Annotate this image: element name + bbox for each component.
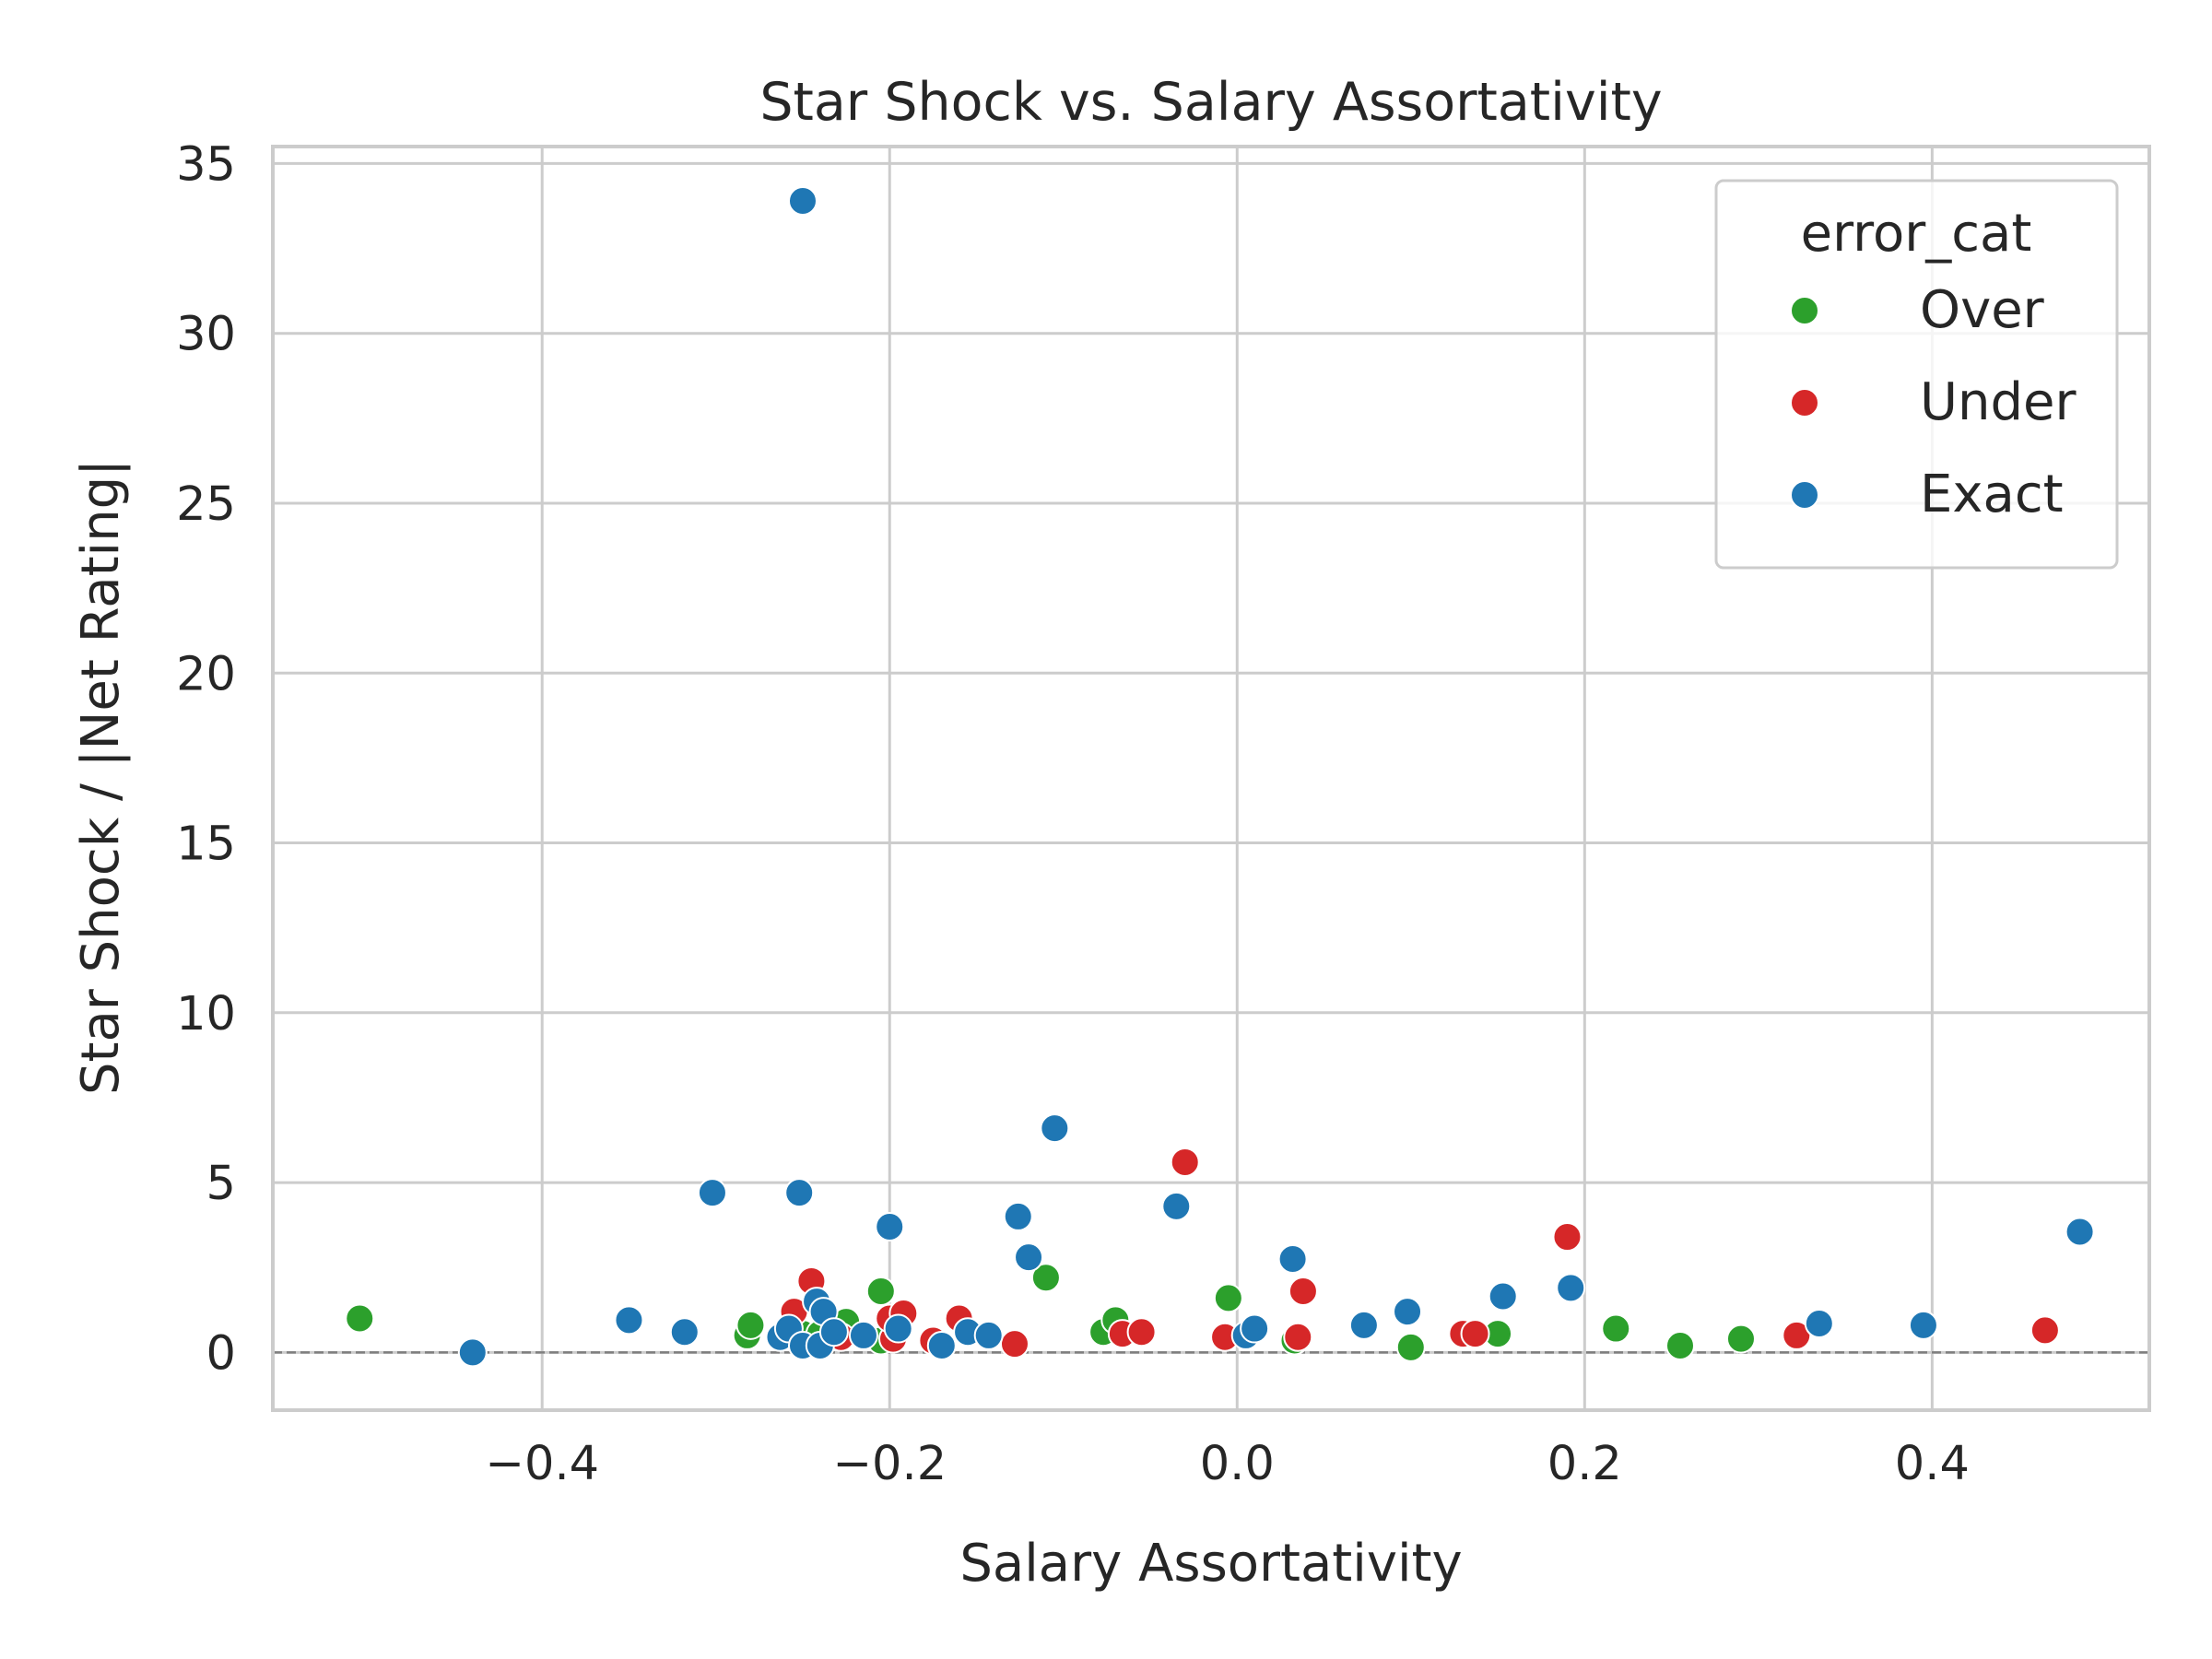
data-point-under [1126,1317,1157,1347]
data-point-exact [973,1320,1004,1350]
data-point-exact [1277,1243,1308,1274]
data-point-over [1725,1324,1756,1354]
x-axis-title: Salary Assortativity [959,1534,1462,1594]
data-point-under [1782,1320,1812,1350]
legend-label-over: Over [1920,280,2045,340]
data-point-exact [818,1317,849,1347]
y-tick-label: 30 [176,308,236,362]
data-point-exact [926,1330,957,1360]
data-point-under [1170,1147,1200,1177]
y-tick-labels: 0 5 10 15 20 25 30 35 [176,137,236,1381]
data-point-exact [1556,1273,1586,1303]
legend-marker-exact [1790,480,1819,510]
data-point-over [1665,1330,1695,1360]
data-point-exact [1240,1313,1270,1344]
points-layer [345,185,2095,1368]
y-tick-label: 35 [176,137,236,192]
data-point-exact [1348,1310,1379,1340]
data-point-over [865,1277,896,1307]
data-point-under [1288,1277,1318,1307]
x-tick-label: 0.4 [1895,1437,1970,1491]
data-point-exact [1003,1201,1033,1231]
data-point-over [735,1310,766,1340]
legend-box [1714,179,2119,570]
x-tick-label: −0.4 [485,1437,599,1491]
x-tick-label: 0.2 [1547,1437,1622,1491]
data-point-exact [883,1313,913,1344]
legend-label-exact: Exact [1920,465,2064,524]
data-point-exact [1804,1309,1834,1339]
y-tick-label: 25 [176,477,236,532]
legend-entries: Over Under Exact [1790,280,2077,524]
data-point-over [345,1303,375,1334]
data-point-over [1213,1283,1243,1313]
data-point-exact [697,1178,727,1208]
x-tick-label: −0.2 [832,1437,947,1491]
y-tick-label: 0 [206,1326,236,1381]
data-point-under [1552,1222,1583,1253]
data-point-exact [457,1337,488,1368]
y-axis-title: Star Shock / |Net Rating| [71,459,131,1095]
data-point-exact [669,1317,700,1347]
data-point-exact [787,185,818,216]
data-point-over [1601,1313,1631,1344]
chart-title: Star Shock vs. Salary Assortativity [759,72,1662,133]
data-point-exact [875,1211,905,1241]
data-point-exact [1040,1113,1070,1144]
data-point-exact [1393,1297,1423,1327]
legend-label-under: Under [1920,372,2077,432]
y-tick-label: 20 [176,647,236,701]
data-point-exact [2065,1217,2095,1247]
data-point-exact [848,1320,878,1350]
data-point-under [2030,1315,2060,1346]
plot-frame [271,145,2151,1412]
data-point-under [999,1329,1030,1359]
data-point-exact [784,1178,815,1208]
data-point-exact [1014,1242,1044,1273]
data-point-under [1283,1322,1313,1352]
legend-marker-under [1790,388,1819,418]
data-point-over [1030,1263,1061,1293]
data-point-exact [1161,1191,1192,1221]
y-tick-label: 10 [176,987,236,1041]
data-point-exact [614,1305,644,1335]
y-tick-label: 5 [206,1157,236,1211]
data-point-exact [1488,1281,1518,1312]
legend-marker-over [1790,296,1819,325]
legend: error_cat Over Under Exact [1714,179,2119,570]
data-point-under [1460,1319,1490,1349]
x-tick-labels: −0.4 −0.2 0.0 0.2 0.4 [485,1437,1970,1491]
legend-title: error_cat [1801,204,2032,264]
y-tick-label: 15 [176,818,236,872]
data-point-exact [1908,1310,1938,1340]
x-tick-label: 0.0 [1200,1437,1275,1491]
data-point-over [1395,1332,1426,1362]
